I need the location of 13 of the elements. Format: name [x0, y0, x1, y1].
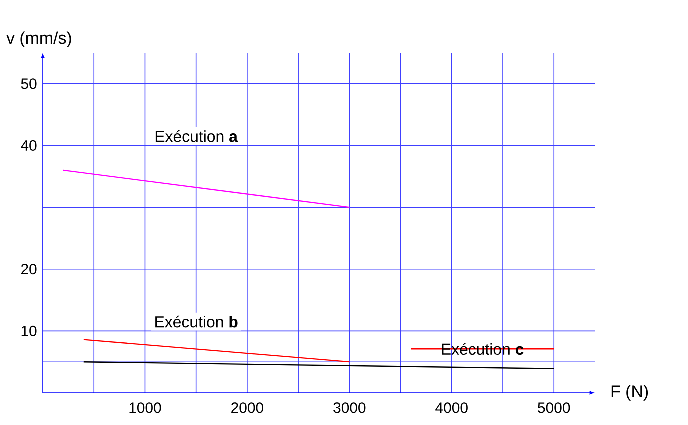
- annotation: Exécution b: [156, 316, 238, 328]
- x-tick-label: 5000: [538, 402, 570, 414]
- x-tick-label: 2000: [232, 402, 264, 414]
- y-tick-label: 10: [22, 326, 37, 336]
- x-tick-label: 4000: [436, 402, 468, 414]
- annotation: Exécution a: [156, 130, 238, 142]
- y-tick-label: 40: [21, 140, 37, 152]
- x-tick-label: 1000: [130, 402, 162, 414]
- y-tick-label: 20: [21, 264, 37, 275]
- x-axis-title: F (N): [612, 385, 648, 401]
- y-axis-title: v (mm/s): [6, 32, 72, 48]
- x-tick-label: 3000: [334, 402, 366, 414]
- y-tick-label: 50: [21, 78, 37, 90]
